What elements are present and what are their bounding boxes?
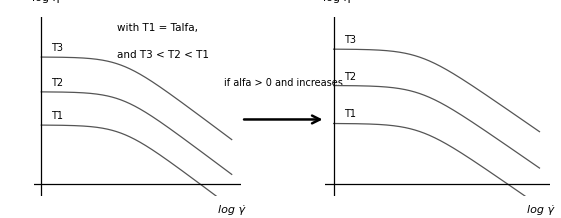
- Text: T1: T1: [344, 109, 356, 119]
- Text: log γ̇: log γ̇: [218, 205, 245, 215]
- Text: log η: log η: [31, 0, 59, 3]
- Text: T1: T1: [51, 111, 63, 121]
- Text: log η: log η: [323, 0, 351, 3]
- Text: and T3 < T2 < T1: and T3 < T2 < T1: [117, 50, 209, 60]
- Text: T2: T2: [344, 72, 356, 82]
- Text: T3: T3: [344, 35, 356, 45]
- Text: T3: T3: [51, 43, 63, 53]
- Text: log γ̇: log γ̇: [527, 205, 554, 215]
- Text: T2: T2: [51, 78, 63, 88]
- Text: with T1 = Talfa,: with T1 = Talfa,: [117, 23, 197, 33]
- Text: if alfa > 0 and increases: if alfa > 0 and increases: [224, 78, 343, 88]
